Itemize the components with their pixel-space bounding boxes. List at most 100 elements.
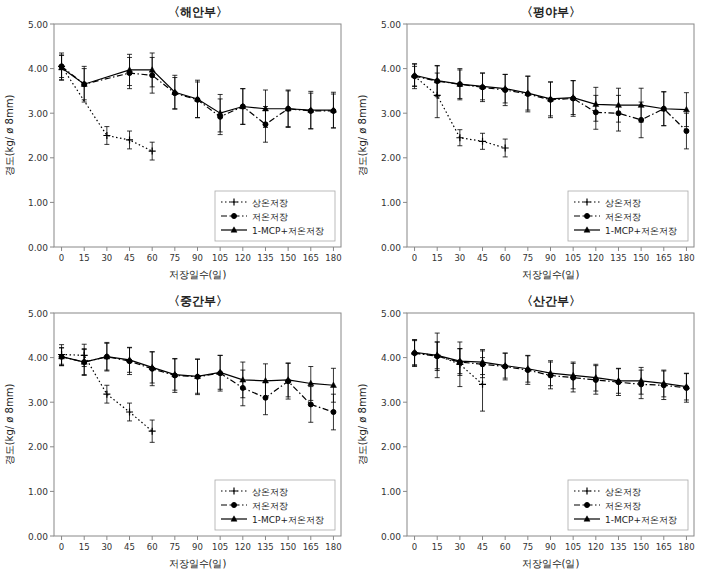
y-tick-label: 1.00 (28, 198, 48, 208)
x-tick-label: 30 (101, 542, 112, 552)
error-bar (82, 349, 87, 376)
point (308, 402, 313, 407)
y-tick-label: 0.00 (381, 532, 401, 542)
point (81, 359, 87, 364)
point (103, 132, 110, 139)
legend-marker (585, 503, 590, 508)
point (615, 102, 621, 107)
x-tick (414, 536, 415, 540)
x-tick-label: 15 (79, 542, 90, 552)
x-tick (106, 247, 107, 251)
error-bar (480, 73, 485, 102)
error-bar (195, 359, 200, 393)
legend-box (215, 191, 335, 241)
error-bar (127, 403, 132, 421)
x-tick (265, 247, 266, 251)
y-tick (50, 157, 54, 158)
point (412, 72, 418, 77)
series-line (415, 353, 687, 388)
error-bar (548, 82, 553, 118)
point (480, 359, 486, 364)
x-tick (505, 536, 506, 540)
x-tick (106, 536, 107, 540)
error-bar (59, 53, 64, 80)
y-tick (50, 24, 54, 25)
y-tick (50, 247, 54, 248)
point (195, 96, 201, 101)
point (548, 96, 554, 101)
error-bar (525, 356, 530, 385)
x-tick-label: 105 (565, 253, 581, 263)
x-axis-label: 저장일수(일) (522, 558, 580, 569)
x-tick-label: 120 (235, 542, 251, 552)
series-line (415, 352, 687, 386)
error-bar (593, 87, 598, 121)
x-tick-label: 60 (500, 253, 511, 263)
legend-marker (231, 227, 237, 232)
x-tick (459, 247, 460, 251)
x-tick-label: 75 (169, 542, 180, 552)
legend-label: 1-MCP+저온저장 (252, 226, 324, 236)
point (434, 352, 440, 357)
error-bar (457, 349, 462, 374)
x-tick (129, 247, 130, 251)
point (330, 382, 336, 387)
x-tick (310, 247, 311, 251)
point (172, 371, 178, 376)
legend: 상온저장저온저장1-MCP+저온저장 (215, 480, 335, 530)
point (126, 409, 133, 416)
series-line (62, 66, 334, 124)
panel: 〈중간부〉0.001.002.003.004.005.0001530456075… (4, 294, 342, 569)
x-tick (663, 247, 664, 251)
figure: 〈해안부〉0.001.002.003.004.005.0001530456075… (0, 0, 706, 578)
x-tick (459, 536, 460, 540)
series (58, 55, 156, 160)
y-tick-label: 5.00 (381, 309, 401, 319)
x-tick (482, 536, 483, 540)
y-tick (50, 68, 54, 69)
point (570, 372, 576, 377)
y-tick-label: 1.00 (381, 487, 401, 497)
x-tick (641, 247, 642, 251)
x-tick-label: 15 (432, 542, 443, 552)
error-bar (286, 91, 291, 127)
x-tick (129, 536, 130, 540)
error-bar (548, 361, 553, 386)
x-tick-label: 180 (678, 253, 694, 263)
x-tick-label: 0 (412, 542, 417, 552)
legend-marker (232, 503, 237, 508)
error-bar (593, 364, 598, 391)
point (104, 354, 109, 359)
legend-marker (231, 199, 238, 206)
legend-label: 상온저장 (605, 198, 641, 208)
panel-title: 〈해안부〉 (168, 5, 228, 19)
x-tick-label: 120 (588, 253, 604, 263)
point (479, 138, 486, 145)
y-tick-label: 2.00 (381, 442, 401, 452)
series (412, 341, 689, 403)
error-bar (661, 92, 666, 126)
error-bar (172, 75, 177, 109)
x-tick-label: 120 (235, 253, 251, 263)
error-bar (82, 66, 87, 102)
x-tick (288, 247, 289, 251)
x-tick (61, 247, 62, 251)
x-tick-label: 120 (588, 542, 604, 552)
point (457, 358, 463, 363)
error-bar (286, 90, 291, 127)
error-bar (150, 420, 155, 442)
point (593, 101, 599, 106)
point (240, 104, 245, 109)
point (285, 106, 291, 111)
legend-label: 상온저장 (252, 198, 288, 208)
error-bar (684, 374, 689, 403)
point (661, 380, 667, 385)
error-bar (503, 353, 508, 380)
error-bar (548, 82, 553, 116)
x-tick (527, 247, 528, 251)
point (308, 107, 314, 112)
series (59, 343, 337, 402)
point (82, 360, 87, 365)
legend-label: 1-MCP+저온저장 (605, 515, 677, 525)
y-tick (50, 402, 54, 403)
